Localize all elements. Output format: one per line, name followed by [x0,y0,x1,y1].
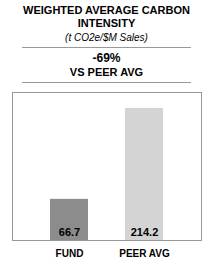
html-text:-69%: -69% [92,51,121,65]
svg-text:66.7: 66.7 [59,226,80,238]
html-text:(t CO2e/$M Sales): (t CO2e/$M Sales) [65,32,148,43]
svg-text:FUND: FUND [56,248,84,259]
svg-text:PEER AVG: PEER AVG [119,248,170,259]
html-text:WEIGHTED AVERAGE CARBON INTENS: WEIGHTED AVERAGE CARBON INTENSITY [23,4,190,29]
html-text:VS PEER AVG: VS PEER AVG [69,66,144,78]
svg-text:214.2: 214.2 [131,226,159,238]
